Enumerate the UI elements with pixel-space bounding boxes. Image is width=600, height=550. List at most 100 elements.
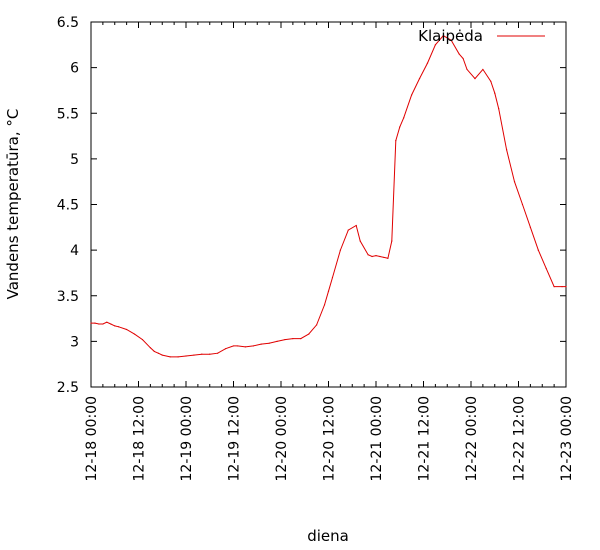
data-point (149, 347, 151, 349)
data-point (474, 77, 476, 80)
plot-border (90, 21, 567, 388)
y-tick-label: 6.5 (57, 15, 79, 31)
y-tick-label: 6 (70, 61, 79, 77)
data-point (521, 203, 524, 206)
series-line (91, 35, 566, 358)
data-point (153, 350, 155, 353)
data-point (244, 346, 246, 348)
x-axis: 12-18 00:00 12-18 12:00 12-19 00:00 12-19 1… (84, 22, 575, 481)
data-point (224, 348, 227, 350)
data-point (411, 94, 413, 96)
data-point (339, 249, 341, 251)
y-tick-label: 3.5 (57, 289, 79, 305)
data-point (482, 68, 484, 71)
data-point (450, 39, 452, 41)
data-point (418, 77, 421, 80)
data-point (177, 356, 179, 358)
data-point (292, 338, 294, 340)
data-point (209, 353, 211, 355)
data-point (327, 290, 330, 292)
data-point (260, 343, 262, 345)
data-point (391, 240, 393, 242)
x-tick-label: 12-19 12:00 (227, 396, 243, 481)
data-point (90, 322, 92, 324)
data-point (201, 353, 203, 355)
data-point (185, 355, 187, 357)
data-point (169, 356, 171, 358)
data-point (561, 286, 563, 288)
data-point (232, 345, 235, 347)
data-point (553, 286, 555, 288)
data-point (466, 68, 468, 71)
legend: Klaipėda (418, 27, 545, 45)
data-point (513, 181, 516, 183)
data-point (458, 53, 460, 55)
y-tick-label: 3 (70, 334, 79, 350)
data-point (490, 80, 492, 82)
data-point (434, 44, 436, 46)
series-layer (90, 35, 567, 358)
data-point (506, 149, 508, 151)
x-tick-label: 12-21 00:00 (369, 396, 385, 481)
data-point (300, 338, 302, 340)
data-point (371, 255, 373, 258)
data-point (426, 62, 429, 64)
data-point (106, 321, 108, 323)
data-point (133, 333, 136, 335)
data-point (217, 352, 219, 354)
data-point (114, 325, 116, 327)
data-point (193, 354, 195, 356)
legend-label: Klaipėda (418, 27, 483, 45)
data-point (284, 338, 286, 341)
data-point (110, 323, 112, 325)
x-tick-label: 12-18 00:00 (84, 396, 100, 481)
x-axis-label: diena (307, 527, 349, 545)
data-point (462, 57, 464, 60)
data-point (375, 255, 377, 257)
data-point (161, 354, 163, 356)
data-point (323, 304, 326, 306)
data-point (545, 267, 547, 269)
data-point (383, 256, 385, 259)
data-point (442, 35, 444, 37)
x-tick-label: 12-18 12:00 (132, 396, 148, 481)
data-point (565, 286, 567, 288)
x-tick-label: 12-21 12:00 (417, 396, 433, 481)
data-point (98, 323, 100, 325)
data-point (331, 276, 334, 279)
data-point (387, 257, 389, 259)
x-tick-label: 12-20 12:00 (322, 396, 338, 481)
y-tick-label: 4 (70, 243, 79, 259)
data-point (355, 224, 357, 227)
data-point (276, 340, 278, 342)
data-point (494, 92, 496, 94)
y-axis: 2.5 3 3.5 4 4.5 5 5.5 6 6.5 (57, 15, 566, 396)
x-tick-label: 12-22 12:00 (512, 396, 528, 481)
x-tick-label: 12-19 00:00 (179, 396, 195, 481)
data-point (537, 249, 539, 251)
y-tick-label: 4.5 (57, 198, 79, 214)
data-point (498, 108, 500, 110)
x-tick-label: 12-20 00:00 (274, 396, 290, 481)
data-point (395, 140, 397, 142)
x-tick-label: 12-22 00:00 (464, 396, 480, 481)
data-point (399, 126, 401, 128)
data-point (316, 324, 318, 326)
data-point (403, 117, 405, 119)
data-point (308, 333, 310, 335)
data-point (126, 328, 128, 331)
data-point (118, 326, 120, 328)
data-point (236, 345, 239, 347)
x-tick-label: 12-23 00:00 (559, 396, 575, 481)
data-point (102, 323, 104, 325)
data-point (252, 345, 254, 347)
data-point (141, 338, 144, 341)
data-point (347, 229, 349, 231)
y-axis-label: Vandens temperatūra, °C (4, 109, 22, 300)
y-tick-label: 2.5 (57, 380, 79, 396)
data-point (529, 226, 531, 228)
data-point (359, 240, 361, 242)
data-point (379, 255, 381, 258)
data-point (268, 342, 270, 344)
